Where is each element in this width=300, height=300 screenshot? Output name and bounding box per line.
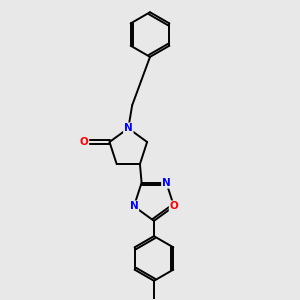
Text: N: N <box>130 201 138 211</box>
Text: N: N <box>162 178 171 188</box>
Text: O: O <box>169 201 178 211</box>
Text: N: N <box>124 123 133 133</box>
Text: O: O <box>80 137 88 147</box>
